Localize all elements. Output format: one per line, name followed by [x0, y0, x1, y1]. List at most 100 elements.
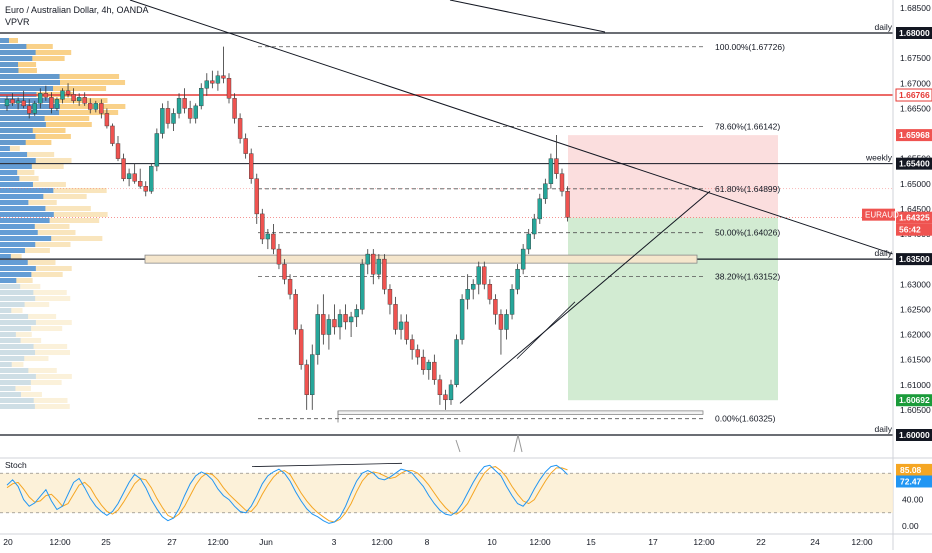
candle-body — [210, 80, 215, 84]
candle-body — [65, 90, 71, 95]
fib-level-label: 61.80%(1.64899) — [715, 184, 780, 194]
candle-body — [310, 354, 315, 396]
vpvr-bar — [0, 236, 52, 241]
support-zone-box[interactable] — [144, 254, 698, 264]
candle-body — [137, 181, 143, 187]
price-axis-tick: 1.64500 — [900, 204, 931, 214]
candle-body — [176, 98, 182, 114]
vpvr-bar — [0, 218, 50, 223]
descending-trendline[interactable] — [129, 0, 894, 255]
price-axis-tick: 1.63000 — [900, 279, 931, 289]
vpvr-bar — [0, 398, 34, 403]
time-axis-tick: 12:00 — [371, 537, 393, 547]
chart-header: Euro / Australian Dollar, 4h, OANDA VPVR — [5, 4, 149, 28]
vpvr-bar — [0, 188, 54, 193]
vpvr-bar — [0, 344, 34, 349]
candle-body — [443, 394, 448, 401]
candle-body — [520, 248, 526, 270]
price-axis-tick: 1.67500 — [900, 53, 931, 63]
vpvr-bar — [0, 224, 35, 229]
fib-level-label: 100.00%(1.67726) — [715, 42, 785, 52]
vpvr-bar — [0, 98, 54, 103]
short-trendline — [516, 301, 576, 359]
candle-body — [360, 263, 365, 310]
candle-body — [71, 94, 76, 102]
price-badge — [896, 253, 932, 266]
candle-body — [265, 233, 271, 240]
time-axis-tick: 20 — [3, 537, 13, 547]
candle-body — [298, 329, 304, 365]
candle-body — [376, 258, 382, 275]
vpvr-bar — [0, 164, 32, 169]
candle-body — [199, 88, 204, 107]
level-label: daily — [875, 22, 893, 32]
vpvr-bar — [0, 374, 36, 379]
vpvr-bar — [0, 44, 27, 49]
candle-body — [543, 183, 548, 200]
vpvr-bar — [0, 332, 16, 337]
candle-body — [15, 100, 21, 104]
time-axis-tick: 25 — [101, 537, 111, 547]
vpvr-bar — [0, 392, 21, 397]
time-axis-tick: 12:00 — [693, 537, 715, 547]
vpvr-bar — [0, 140, 26, 145]
candle-body — [248, 153, 254, 179]
candle-body — [132, 173, 137, 182]
price-badge — [895, 88, 932, 102]
vpvr-bar — [0, 200, 29, 205]
candle-body — [32, 103, 37, 114]
candle-body — [76, 97, 82, 102]
candle-body — [332, 319, 337, 328]
vpvr-bar — [0, 314, 29, 319]
vpvr-bar — [0, 272, 32, 277]
price-axis-tick: 1.61000 — [900, 380, 931, 390]
vpvr-bar — [0, 212, 54, 217]
candle-body — [10, 99, 15, 104]
candle-body — [382, 258, 387, 290]
candle-body — [221, 75, 226, 79]
price-badge — [896, 27, 932, 39]
low-range-box[interactable] — [337, 410, 704, 415]
candle-body — [454, 339, 459, 385]
level-label: daily — [875, 424, 893, 434]
candle-body — [93, 103, 99, 110]
candle-body — [182, 98, 187, 109]
stoch-band — [0, 473, 893, 513]
vpvr-bar — [0, 206, 46, 211]
candle-body — [459, 299, 465, 340]
vpvr-bar — [0, 86, 54, 91]
vpvr-bar — [0, 56, 33, 61]
ascending-trendline[interactable] — [459, 190, 711, 404]
candle-body — [154, 133, 160, 167]
vpvr-bar — [0, 134, 36, 139]
time-axis-tick: 3 — [332, 537, 337, 547]
candle-body — [282, 263, 287, 280]
candle-body — [432, 361, 437, 380]
candle-body — [448, 384, 454, 401]
candle-body — [99, 103, 104, 114]
price-badge — [896, 157, 932, 170]
price-badge-label: 56:42 — [899, 225, 921, 235]
candle-body — [38, 93, 43, 104]
price-axis-tick: 1.65000 — [900, 179, 931, 189]
price-badge-label: 1.63500 — [899, 254, 930, 264]
candle-body — [315, 314, 320, 355]
stoch-badge — [896, 463, 932, 476]
vpvr-bar — [0, 350, 36, 355]
candle-body — [348, 316, 354, 323]
candle-body — [415, 349, 420, 358]
candle-body — [537, 198, 542, 220]
upper-trendline[interactable] — [449, 0, 606, 33]
vpvr-bar — [0, 296, 36, 301]
candle-body — [493, 299, 498, 315]
price-axis-tick: 1.62000 — [900, 330, 931, 340]
candle-body — [393, 304, 398, 330]
vpvr-bar — [0, 152, 28, 157]
time-axis-tick: 17 — [648, 537, 658, 547]
indicator-label: VPVR — [5, 17, 30, 27]
candle-body — [82, 97, 87, 104]
price-axis-tick: 1.60500 — [900, 405, 931, 415]
